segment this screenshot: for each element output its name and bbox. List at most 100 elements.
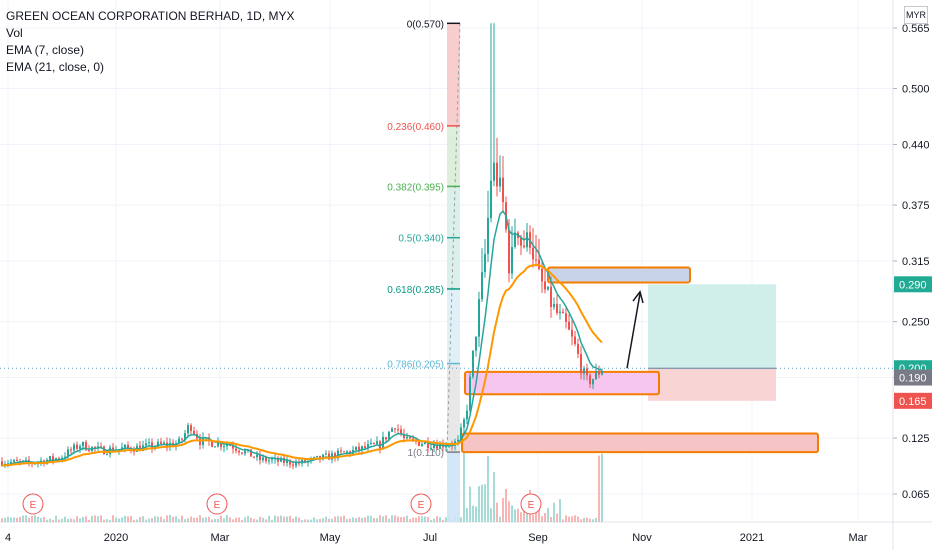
volume-bar bbox=[499, 516, 501, 522]
time-tick-label: Mar bbox=[211, 532, 230, 544]
fib-level-label: 0.5(0.340) bbox=[398, 234, 444, 245]
candle-body bbox=[229, 444, 231, 446]
volume-bar bbox=[226, 515, 228, 522]
candle-body bbox=[385, 436, 387, 440]
volume-bar bbox=[424, 516, 426, 522]
target-zone bbox=[648, 284, 776, 369]
volume-bar bbox=[49, 518, 51, 522]
candle-body bbox=[157, 441, 159, 447]
volume-bar bbox=[142, 516, 144, 522]
candle-body bbox=[220, 442, 222, 447]
volume-bar bbox=[520, 512, 522, 522]
volume-indicator-label[interactable]: Vol bbox=[6, 26, 23, 40]
candle-body bbox=[328, 453, 330, 460]
volume-bar bbox=[175, 516, 177, 522]
support-zone-box bbox=[464, 370, 660, 396]
candle-body bbox=[370, 443, 372, 445]
candle-body bbox=[439, 443, 441, 449]
volume-bar bbox=[379, 515, 381, 522]
candle-body bbox=[472, 350, 474, 377]
candle-body bbox=[535, 259, 537, 261]
volume-bar bbox=[268, 515, 270, 522]
volume-bar bbox=[310, 519, 312, 522]
volume-bar bbox=[271, 519, 273, 522]
volume-bar bbox=[469, 486, 471, 522]
volume-bar bbox=[427, 516, 429, 522]
symbol-title[interactable]: GREEN OCEAN CORPORATION BERHAD, 1D, MYX bbox=[6, 9, 295, 23]
volume-bar bbox=[64, 516, 66, 522]
volume-bar bbox=[397, 516, 399, 522]
candle-body bbox=[271, 459, 273, 461]
candle-body bbox=[571, 329, 573, 337]
volume-bar bbox=[460, 517, 462, 522]
volume-bar bbox=[118, 518, 120, 522]
candle-body bbox=[280, 457, 282, 462]
candle-body bbox=[226, 444, 228, 447]
candle-body bbox=[103, 446, 105, 455]
volume-bar bbox=[151, 517, 153, 522]
price-tick-label: 0.500 bbox=[902, 84, 930, 96]
candle-body bbox=[388, 431, 390, 440]
candle-body bbox=[7, 463, 9, 465]
volume-bar bbox=[70, 518, 72, 522]
projection-arrow-head bbox=[632, 290, 644, 304]
volume-bar bbox=[196, 517, 198, 522]
volume-bar bbox=[124, 515, 126, 522]
volume-bar bbox=[211, 519, 213, 522]
volume-bar bbox=[337, 516, 339, 522]
time-tick-label: 2021 bbox=[740, 532, 764, 544]
base-zone-box bbox=[461, 432, 819, 454]
volume-bar bbox=[592, 519, 594, 522]
candle-body bbox=[160, 441, 162, 444]
earnings-marker-label: E bbox=[214, 500, 221, 511]
ema7-indicator-label[interactable]: EMA (7, close) bbox=[6, 43, 85, 57]
volume-bar bbox=[547, 508, 549, 522]
candle-body bbox=[376, 441, 378, 445]
volume-bar bbox=[307, 519, 309, 522]
volume-bar bbox=[385, 515, 387, 522]
volume-bar bbox=[514, 509, 516, 522]
candle-body bbox=[586, 368, 588, 376]
price-tick-label: 0.125 bbox=[902, 433, 930, 445]
volume-bar bbox=[247, 515, 249, 522]
candle-body bbox=[526, 232, 528, 248]
time-tick-label: 4 bbox=[5, 532, 11, 544]
candle-body bbox=[391, 428, 393, 432]
ema21-indicator-label[interactable]: EMA (21, close, 0) bbox=[6, 60, 105, 74]
candle-body bbox=[397, 429, 399, 431]
volume-bar bbox=[562, 519, 564, 522]
volume-bar bbox=[463, 447, 465, 522]
candle-body bbox=[583, 368, 585, 374]
candle-body bbox=[460, 427, 462, 440]
candle-body bbox=[211, 441, 213, 447]
price-tick-label: 0.065 bbox=[902, 489, 930, 501]
volume-bar bbox=[88, 519, 90, 522]
volume-bar bbox=[34, 515, 36, 522]
volume-bar bbox=[136, 519, 138, 522]
volume-bar bbox=[163, 519, 165, 522]
price-tag-label: 0.290 bbox=[899, 279, 927, 291]
volume-bar bbox=[589, 518, 591, 522]
candle-body bbox=[496, 162, 498, 187]
volume-bar bbox=[79, 518, 81, 522]
volume-bar bbox=[19, 516, 21, 522]
fib-level-label: 0.382(0.395) bbox=[387, 182, 444, 193]
candle-body bbox=[565, 313, 567, 322]
volume-bar bbox=[319, 518, 321, 522]
volume-bar bbox=[493, 471, 495, 522]
volume-bar bbox=[544, 513, 546, 522]
candle-body bbox=[364, 446, 366, 449]
candle-body bbox=[253, 456, 255, 458]
volume-bar bbox=[253, 518, 255, 522]
candle-body bbox=[145, 443, 147, 446]
candle-body bbox=[340, 450, 342, 452]
volume-bar bbox=[475, 506, 477, 522]
volume-bar bbox=[274, 515, 276, 522]
volume-bar bbox=[193, 517, 195, 522]
candle-body bbox=[322, 454, 324, 460]
volume-bar bbox=[517, 508, 519, 522]
currency-label[interactable]: MYR bbox=[904, 6, 928, 24]
candle-body bbox=[430, 447, 432, 449]
